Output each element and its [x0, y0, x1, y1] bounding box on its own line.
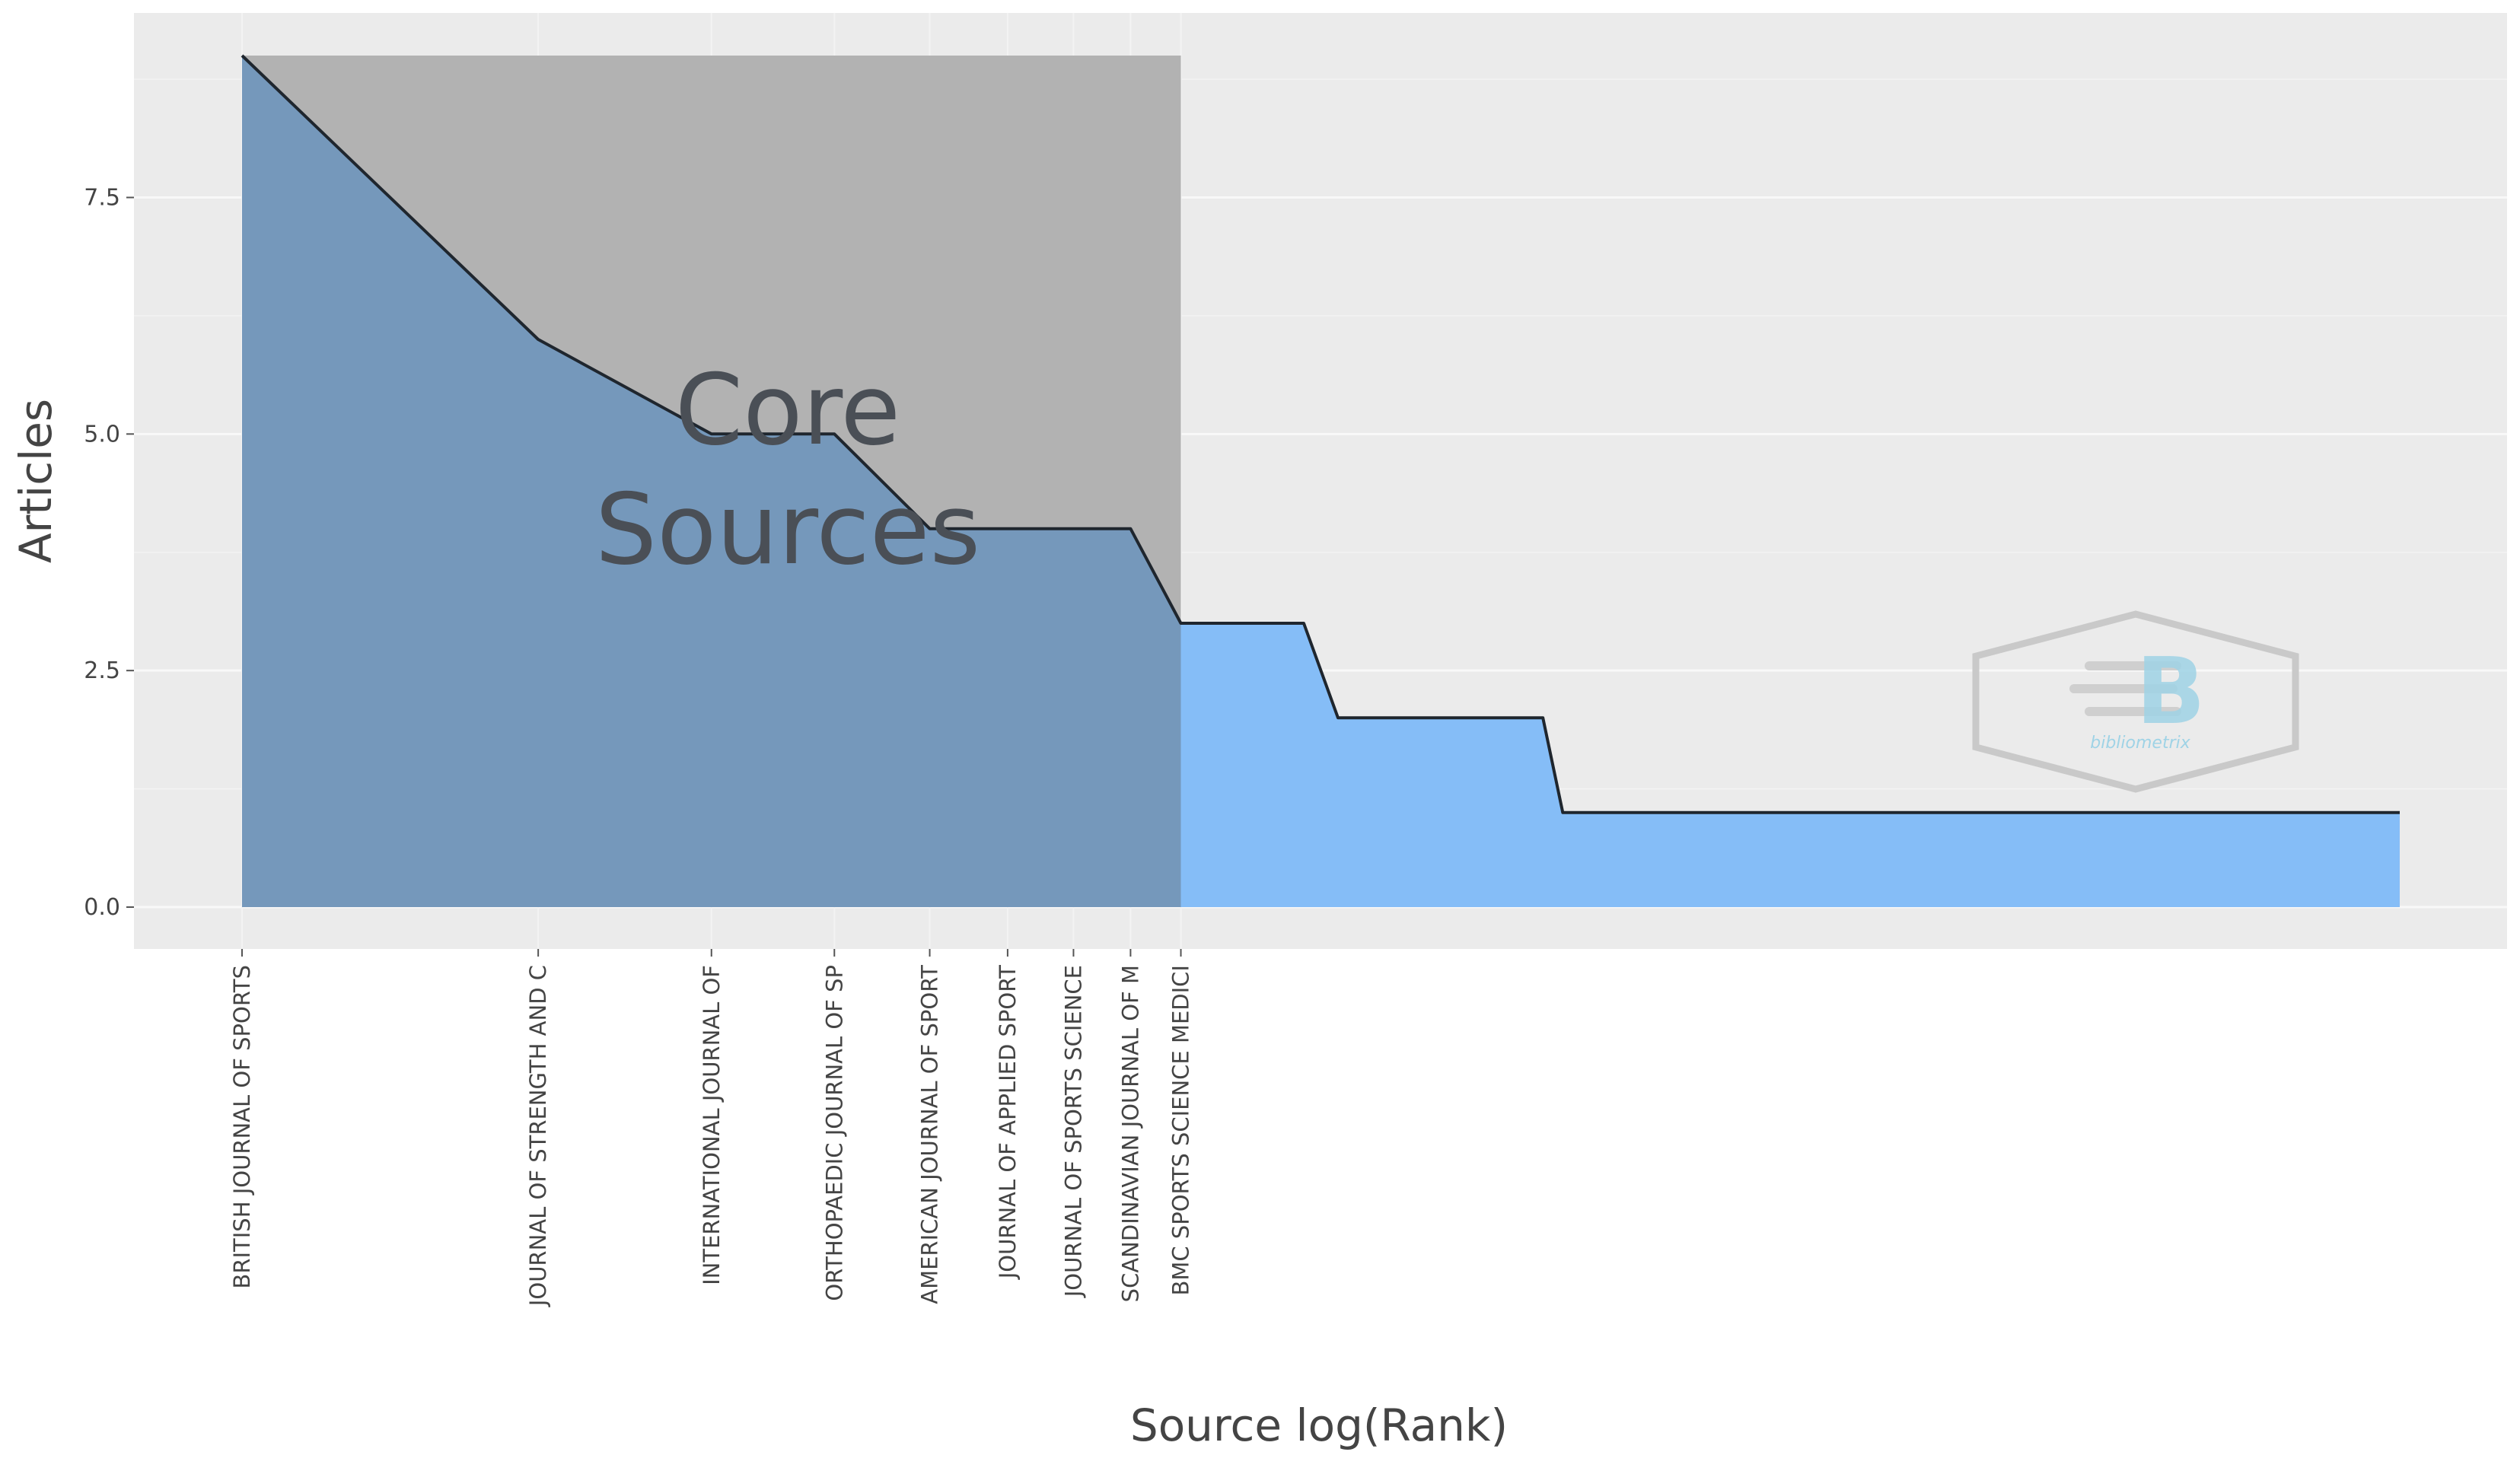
x-tick-label: AMERICAN JOURNAL OF SPORT: [917, 965, 943, 1304]
y-tick-label: 2.5: [84, 657, 120, 684]
y-tick-label: 0.0: [84, 894, 120, 921]
core-label-line: Core: [675, 354, 900, 467]
area-series: [241, 54, 2400, 907]
x-tick-label: JOURNAL OF SPORTS SCIENCE: [1060, 965, 1086, 1298]
x-tick-label: BRITISH JOURNAL OF SPORTS: [229, 965, 255, 1289]
x-axis: BRITISH JOURNAL OF SPORTS JOURNAL OF STRE…: [229, 949, 1194, 1307]
y-tick-label: 5.0: [84, 421, 120, 447]
area-line: [241, 54, 2400, 814]
y-tick-label: 7.5: [84, 185, 120, 212]
x-tick-label: BMC SPORTS SCIENCE MEDICI: [1168, 965, 1194, 1296]
x-tick-label: SCANDINAVIAN JOURNAL OF M: [1117, 965, 1143, 1302]
x-tick-label: JOURNAL OF APPLIED SPORT: [995, 965, 1021, 1281]
x-tick-label: INTERNATIONAL JOURNAL OF: [699, 965, 725, 1285]
b-letter-icon: B: [2136, 639, 2205, 745]
x-tick-label: ORTHOPAEDIC JOURNAL OF SP: [821, 965, 847, 1301]
y-axis: 0.0 2.5 5.0 7.5: [84, 185, 134, 921]
core-label-line: Sources: [595, 473, 980, 587]
watermark-text: bibliometrix: [2090, 734, 2190, 753]
y-axis-title: Articles: [10, 399, 62, 563]
hexagon-icon: [1972, 610, 2299, 793]
x-axis-title: Source log(Rank): [1130, 1399, 1508, 1451]
x-tick-label: JOURNAL OF STRENGTH AND C: [525, 965, 551, 1307]
core-area-fill: [242, 56, 1181, 907]
